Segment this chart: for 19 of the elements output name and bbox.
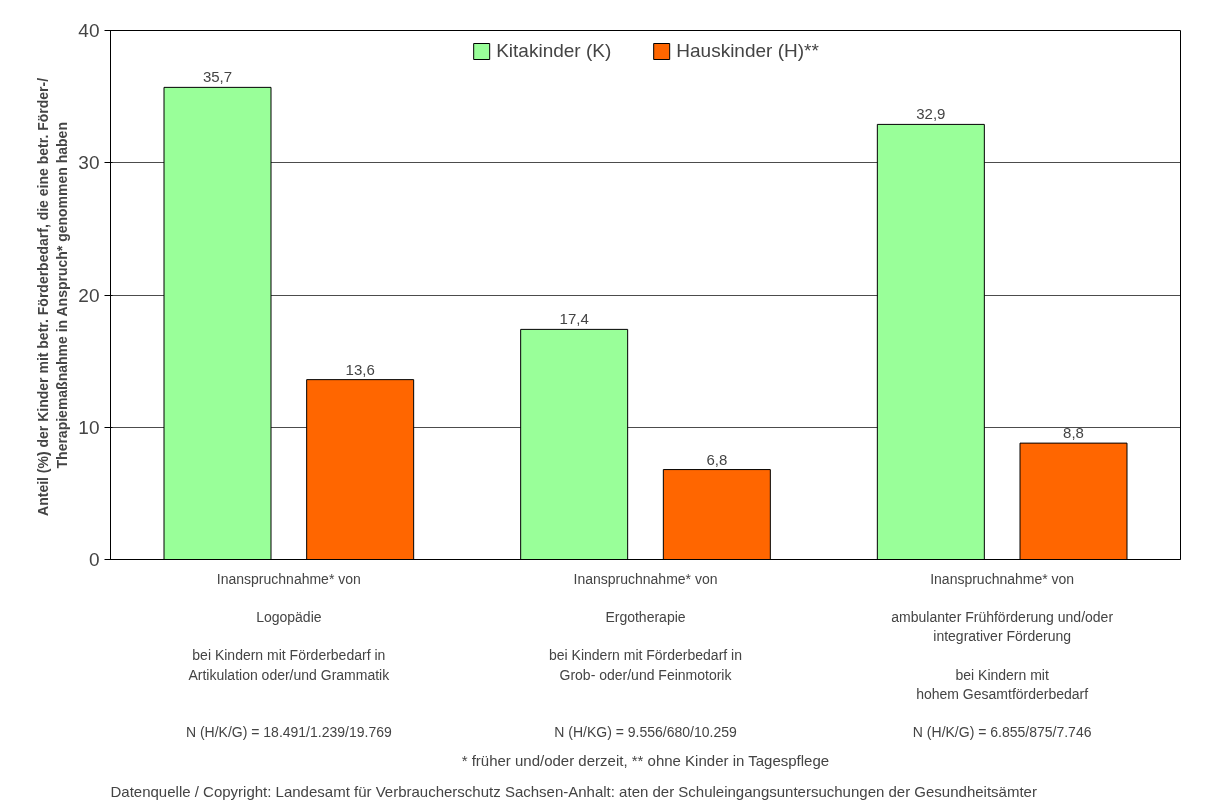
y-tick-label: 20 — [78, 284, 100, 306]
data-label: 8,8 — [1063, 424, 1084, 442]
data-label: 13,6 — [345, 360, 375, 378]
y-tick-label: 10 — [78, 416, 100, 438]
category-label: Inanspruchnahme* von ambulanter Frühförderung und/oder integrativer Förderung bei Kindern mit hohem Gesamtförderbedarf N (H/K/G) = 6.855/875/7.746 — [891, 570, 1114, 741]
legend-label: Hauskinder (H)** — [676, 40, 819, 62]
category-label: Inanspruchnahme* von Logopädie bei Kindern mit Förderbedarf in Artikulation oder/und Grammatik N (H/K/G) = 18.491/1.239/19.769 — [185, 570, 392, 741]
data-label: 32,9 — [916, 105, 946, 123]
y-tick-label: 30 — [78, 152, 100, 174]
data-label: 6,8 — [706, 450, 728, 468]
y-tick-label: 0 — [88, 549, 100, 570]
data-label: 35,7 — [202, 68, 233, 86]
data-label: 17,4 — [559, 310, 589, 328]
text: * früher und/oder derzeit, ** ohne Kinder in Tagespflege — [461, 751, 830, 769]
legend-label: Kitakinder (K) — [496, 40, 612, 62]
text: Datenquelle / Copyright: Landesamt für Verbraucherschutz Sachsen-Anhalt: aten der Schuleingangsuntersuchungen der Gesundheitsämter — [110, 782, 1037, 800]
category-label: Inanspruchnahme* von Ergotherapie bei Kindern mit Förderbedarf in Grob- oder/und Feinmotorik N (H/KG) = 9.556/680/10.259 — [549, 570, 743, 741]
y-tick-label: 40 — [78, 20, 100, 41]
y-axis-title: Anteil (%) der Kinder mit betr. Förderbedarf, die eine betr. Förder-/ Therapiemaßnahme in Anspruch* genommen haben — [35, 77, 71, 516]
